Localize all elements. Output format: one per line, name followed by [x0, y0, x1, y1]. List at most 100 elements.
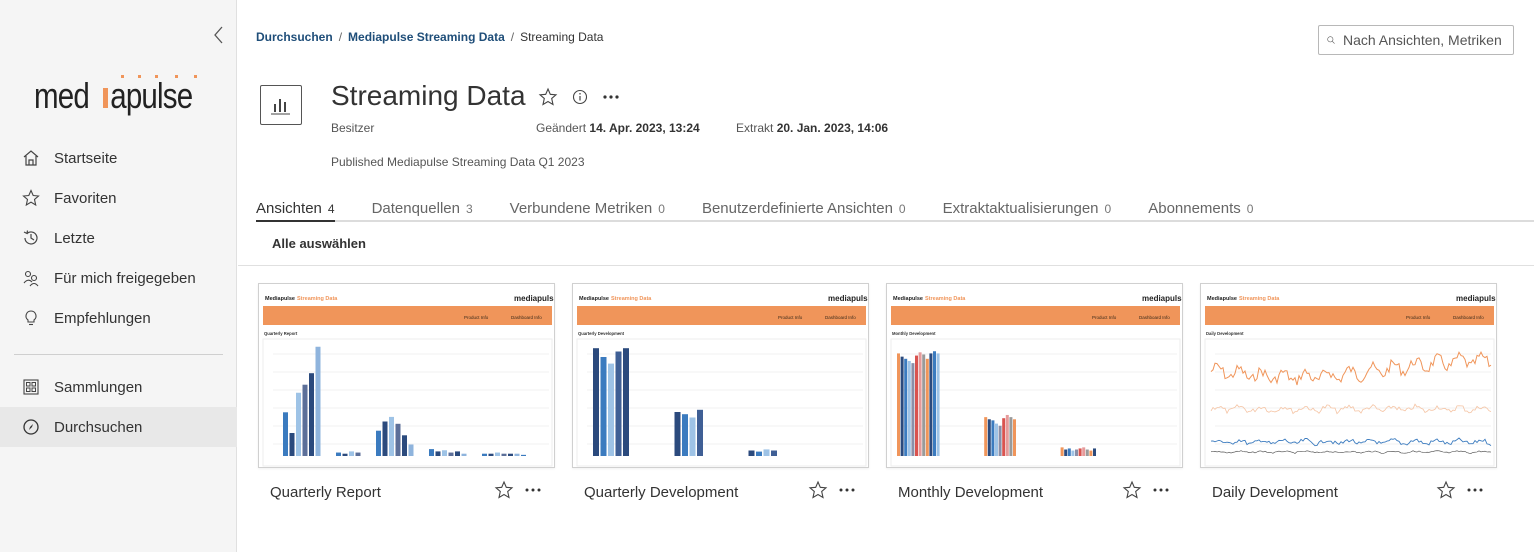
breadcrumb-link-project[interactable]: Mediapulse Streaming Data [348, 30, 505, 44]
thumb-bar [1002, 418, 1006, 456]
thumb-product-info: Product Info [464, 315, 489, 320]
view-title[interactable]: Monthly Development [898, 484, 1044, 501]
thumb-bar [936, 353, 940, 456]
thumb-title-accent: Streaming Data [297, 296, 338, 302]
tab-benutzerdefinierte-ansichten[interactable]: Benutzerdefinierte Ansichten 0 [702, 200, 906, 222]
thumb-bar [911, 363, 915, 456]
thumb-logo: mediapulse [1456, 294, 1497, 303]
thumb-dashboard-info: Dashboard Info [511, 315, 542, 320]
view-title[interactable]: Daily Development [1212, 484, 1338, 501]
thumb-bar [1078, 448, 1082, 456]
sidebar-item-label: Durchsuchen [54, 418, 143, 436]
more-actions-icon[interactable] [1466, 482, 1484, 496]
breadcrumb-separator: / [338, 30, 343, 44]
thumb-bar [408, 444, 414, 456]
thumb-bar [482, 453, 487, 456]
thumb-title-accent: Streaming Data [611, 296, 652, 302]
thumb-bar [615, 351, 622, 456]
thumb-bar [289, 433, 295, 456]
thumb-bar [904, 358, 908, 456]
sidebar-item-durchsuchen[interactable]: Durchsuchen [0, 407, 237, 447]
tab-label: Datenquellen [371, 200, 460, 217]
favorite-star-icon[interactable] [494, 480, 514, 500]
more-actions-icon[interactable] [524, 482, 542, 496]
thumb-logo: mediapulse [1142, 294, 1183, 303]
collapse-sidebar-button[interactable] [210, 24, 228, 46]
sidebar-item-sammlungen[interactable]: Sammlungen [0, 367, 237, 407]
thumb-bar [488, 453, 494, 456]
info-icon[interactable] [572, 89, 588, 105]
more-actions-icon[interactable] [602, 94, 620, 100]
favorite-star-icon[interactable] [1436, 480, 1456, 500]
view-thumbnail[interactable]: Mediapulse Streaming Data mediapulse Produ… [258, 283, 555, 468]
thumb-bar [1089, 450, 1093, 456]
thumb-bar [302, 384, 308, 456]
tab-datenquellen[interactable]: Datenquellen 3 [372, 200, 473, 222]
more-actions-icon[interactable] [838, 482, 856, 496]
tab-extraktaktualisierungen[interactable]: Extraktaktualisierungen 0 [943, 200, 1112, 222]
thumb-product-info: Product Info [1406, 315, 1431, 320]
favorite-star-icon[interactable] [538, 87, 558, 107]
thumb-bar [922, 354, 926, 456]
tab-label: Verbundene Metriken [509, 200, 653, 217]
thumb-bar [984, 417, 988, 456]
chevron-left-icon [214, 26, 223, 44]
thumb-bar [455, 451, 460, 456]
more-actions-icon[interactable] [1152, 482, 1170, 496]
sidebar-item-favoriten[interactable]: Favoriten [0, 178, 237, 218]
home-icon [22, 149, 40, 167]
sidebar-divider [14, 354, 223, 355]
sidebar-item-letzte[interactable]: Letzte [0, 218, 237, 258]
thumb-logo: mediapulse [828, 294, 869, 303]
thumb-filter-bar [1205, 306, 1494, 325]
tab-label: Ansichten [256, 200, 322, 217]
sidebar-item-label: Letzte [54, 229, 95, 247]
search-box[interactable] [1318, 25, 1514, 55]
search-input[interactable] [1343, 32, 1513, 48]
favorite-star-icon[interactable] [1122, 480, 1142, 500]
thumb-filter-bar [263, 306, 552, 325]
breadcrumb-separator: / [510, 30, 515, 44]
thumb-bar [1009, 417, 1013, 456]
thumb-bar [448, 452, 454, 456]
lightbulb-icon [22, 309, 40, 327]
brand-logo: med apulse [34, 70, 204, 120]
extract-value: 20. Jan. 2023, 14:06 [776, 121, 889, 135]
thumb-bar [508, 453, 513, 456]
sidebar-item-startseite[interactable]: Startseite [0, 138, 237, 178]
thumb-subtitle: Daily Development [1206, 331, 1244, 336]
page-title: Streaming Data [331, 80, 526, 111]
view-thumbnail[interactable]: Mediapulse Streaming Data mediapulse Produ… [886, 283, 1183, 468]
view-card: Mediapulse Streaming Data mediapulse Produ… [572, 283, 869, 520]
thumb-bar [1071, 450, 1075, 456]
star-icon [22, 189, 40, 207]
thumb-bar [296, 392, 301, 456]
view-title[interactable]: Quarterly Development [584, 484, 739, 501]
title-actions [538, 87, 620, 107]
thumb-product-info: Product Info [778, 315, 803, 320]
sidebar: med apulse Startseite Favoriten [0, 0, 237, 552]
thumb-bar [349, 451, 354, 456]
thumb-bar [593, 348, 599, 456]
tab-abonnements[interactable]: Abonnements 0 [1148, 200, 1253, 222]
thumb-title: Mediapulse [579, 296, 609, 302]
breadcrumb-current: Streaming Data [520, 30, 604, 44]
view-title[interactable]: Quarterly Report [270, 484, 381, 501]
sidebar-item-empfehlungen[interactable]: Empfehlungen [0, 298, 237, 338]
favorite-star-icon[interactable] [808, 480, 828, 500]
thumb-title: Mediapulse [1207, 296, 1237, 302]
thumb-bar [395, 423, 401, 456]
select-all-button[interactable]: Alle auswählen [272, 236, 366, 251]
view-thumbnail[interactable]: Mediapulse Streaming Data mediapulse Produ… [1200, 283, 1497, 468]
thumb-bar [309, 373, 314, 456]
tab-count: 0 [1104, 202, 1112, 216]
sidebar-item-shared[interactable]: Für mich freigegeben [0, 258, 237, 298]
view-thumbnail[interactable]: Mediapulse Streaming Data mediapulse Produ… [572, 283, 869, 468]
thumb-title: Mediapulse [265, 296, 295, 302]
breadcrumb-link-durchsuchen[interactable]: Durchsuchen [256, 30, 333, 44]
tab-verbundene-metriken[interactable]: Verbundene Metriken 0 [510, 200, 665, 222]
thumb-bar [991, 420, 995, 456]
thumb-line [1210, 403, 1492, 415]
tab-ansichten[interactable]: Ansichten 4 [256, 200, 335, 222]
thumb-title-accent: Streaming Data [1239, 296, 1280, 302]
